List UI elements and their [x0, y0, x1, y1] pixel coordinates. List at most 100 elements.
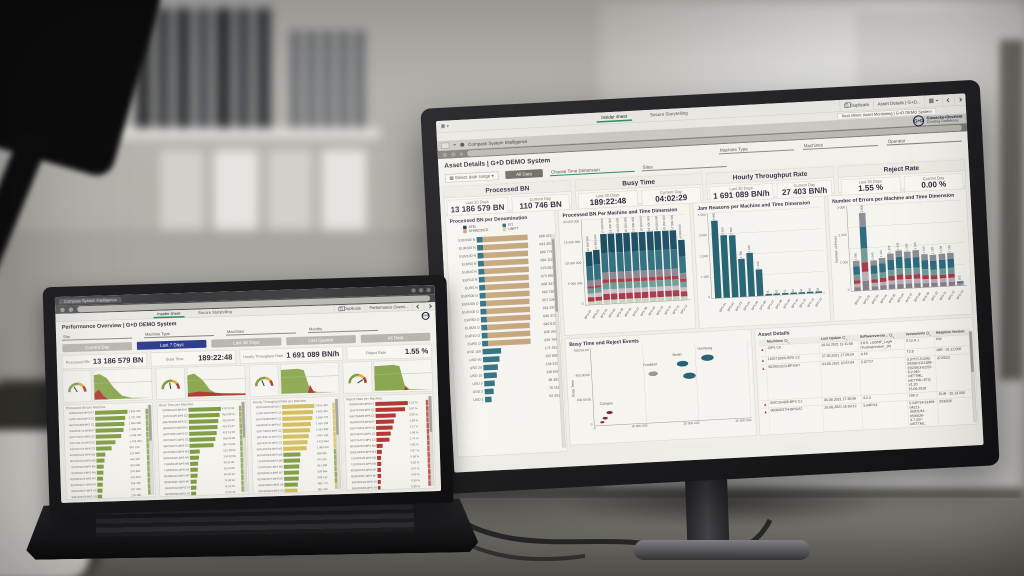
filter-machine-type[interactable]: Machine Type	[143, 330, 215, 339]
tab-insider-sheet[interactable]: Insider sheet	[153, 310, 185, 319]
back-button[interactable]	[60, 307, 65, 313]
table-cell: 033/026	[939, 399, 953, 404]
y-tick: 20 000 000	[562, 219, 580, 225]
sheet-context-label[interactable]: Asset Details | G+D...	[872, 95, 925, 110]
y-tick: 4 000	[697, 213, 706, 218]
scrollbar-thumb[interactable]	[148, 405, 152, 441]
filter-site[interactable]: Site	[62, 332, 133, 341]
forward-button[interactable]	[68, 307, 74, 312]
kpi-value: 13 186 579 BN	[92, 355, 144, 366]
table-cell: 5.07T/7	[859, 357, 908, 396]
prev-sheet-button[interactable]	[412, 302, 424, 311]
bar-fill	[282, 440, 308, 445]
kpi-value: 1.55 %	[404, 346, 429, 356]
column-value-label: 1 114	[879, 249, 884, 258]
bar-value: 91:44:56	[223, 466, 235, 471]
bar-label: 55972548/8-BPS C1	[162, 420, 188, 425]
y-tick: 0	[708, 295, 711, 300]
refresh-button[interactable]	[459, 151, 464, 156]
scatter-point[interactable]	[600, 421, 605, 424]
scrollbar-thumb[interactable]	[335, 399, 339, 435]
stack-segment	[603, 299, 611, 305]
search-icon[interactable]	[784, 339, 788, 343]
tab-secure-storytelling[interactable]: Secure Storytelling	[198, 309, 232, 315]
time-button-last-7-days[interactable]: Last 7 Days	[136, 339, 207, 350]
stack-segment	[947, 258, 955, 269]
prev-sheet-button[interactable]	[942, 93, 955, 107]
filter-months[interactable]: Months	[307, 324, 379, 334]
sheet-grid-button[interactable]	[924, 94, 943, 108]
gauge-row	[57, 359, 438, 403]
tab-insider-sheet[interactable]: Insider sheet	[596, 112, 633, 123]
stack-segment	[586, 265, 594, 282]
column-value-label: 152	[958, 275, 962, 281]
filter-sites[interactable]: Sites	[641, 160, 727, 172]
column-value-label: 1 286	[905, 243, 909, 252]
filter-time-dimension[interactable]: Choose Time Dimension	[549, 165, 635, 176]
bar-label: 53072447/4-BPS C3	[256, 441, 283, 446]
bar-fill	[283, 458, 300, 463]
next-sheet-button[interactable]	[423, 302, 436, 310]
bookmark-icon[interactable]	[441, 124, 445, 129]
filter-machines[interactable]: Machines	[225, 327, 297, 336]
close-button[interactable]	[426, 287, 431, 293]
search-icon[interactable]	[926, 331, 930, 335]
filter-machine-type[interactable]: Machine Type	[718, 143, 794, 155]
stack-segment	[608, 252, 617, 273]
scrollbar-thumb[interactable]	[241, 402, 246, 438]
bar-fill	[190, 461, 199, 466]
scatter-point[interactable]	[676, 360, 689, 367]
date-range-picker[interactable]: ▦ Select date range ▾	[444, 171, 499, 183]
kpi-group: Busy Time Last 30 Days 189:22:48 Current Da…	[574, 173, 704, 210]
scatter-point[interactable]	[648, 371, 658, 377]
kpi-tile: Busy Time 189:22:48	[150, 349, 237, 367]
columns: 3 950 2 920 2 890 1 780 2 040 1 240 65 58 52 48 44…	[708, 207, 825, 299]
stack-segment	[905, 283, 913, 289]
duplicate-button[interactable]: Duplicate	[333, 304, 366, 313]
column-value-label: 48	[791, 288, 796, 293]
bar-track	[97, 494, 131, 499]
scrollbar-thumb[interactable]	[428, 396, 433, 432]
gauge-spark-cell	[155, 365, 247, 400]
stack-segment	[931, 282, 939, 287]
back-button[interactable]	[442, 152, 448, 158]
time-button-last-quarter[interactable]: Last Quarter	[286, 335, 356, 346]
sheet-context-label[interactable]: Performance Overvi...	[364, 302, 413, 312]
column-value-label: 1 342	[896, 242, 901, 250]
duplicate-button[interactable]: Duplicate	[839, 98, 874, 112]
bar-label: 53072447/4-BPS C3	[350, 438, 376, 443]
scatter-point[interactable]	[606, 410, 613, 415]
scatter-point[interactable]	[683, 372, 696, 379]
bar-label: 55972548/8-BPS C1	[256, 417, 282, 422]
time-button-current-day[interactable]: Current Day	[62, 342, 133, 353]
bar-label: USD 100	[466, 349, 482, 355]
bar-fill	[283, 470, 299, 475]
time-button-all-data[interactable]: All Data	[360, 332, 431, 343]
time-button-last-30-days[interactable]: Last 30 Days	[211, 337, 282, 348]
laptop-browser-tab[interactable]: Compass System Intelligence	[58, 296, 122, 305]
all-data-button[interactable]: All Data	[504, 169, 544, 180]
search-icon[interactable]	[842, 336, 846, 340]
table-cell: 072/023	[936, 355, 950, 361]
minimize-button[interactable]	[411, 287, 416, 293]
scatter-point[interactable]	[701, 354, 714, 361]
tab-secure-storytelling[interactable]: Secure Storytelling	[649, 110, 688, 118]
next-sheet-button[interactable]	[953, 93, 966, 106]
scrollbar-thumb[interactable]	[969, 331, 974, 372]
binder	[156, 8, 171, 128]
bar-value: 2.38 %	[409, 419, 418, 423]
forward-button[interactable]	[451, 151, 456, 157]
maximize-button[interactable]	[418, 287, 424, 293]
binder	[306, 30, 317, 128]
search-icon[interactable]	[889, 333, 893, 337]
filter-operator[interactable]: Operator	[886, 134, 962, 146]
bar-value: 1 691 089	[315, 404, 328, 408]
scatter-point[interactable]	[602, 416, 608, 420]
plot-area: 3 950 2 920 2 890 1 780 2 040 1 240 65 58 52 48 44…	[707, 207, 825, 299]
column-value-label: 2 040	[747, 244, 752, 253]
bar-label: 60012002/5-BPS M3	[256, 453, 283, 458]
window-menu-button[interactable]	[441, 142, 450, 149]
column-stack	[929, 254, 939, 287]
filter-machines[interactable]: Machines	[802, 139, 878, 150]
x-tick: 10 000 000	[631, 423, 648, 429]
